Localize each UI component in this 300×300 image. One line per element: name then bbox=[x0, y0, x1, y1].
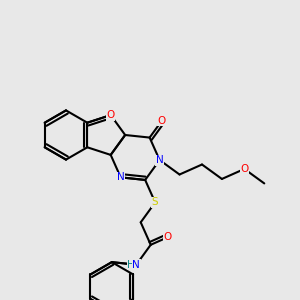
Text: O: O bbox=[240, 164, 248, 174]
Text: O: O bbox=[106, 110, 115, 120]
Text: N: N bbox=[132, 260, 140, 270]
Text: S: S bbox=[152, 197, 158, 207]
Text: N: N bbox=[156, 155, 164, 165]
Text: O: O bbox=[164, 232, 172, 242]
Text: H: H bbox=[127, 260, 135, 270]
Text: O: O bbox=[158, 116, 166, 126]
Text: N: N bbox=[117, 172, 124, 182]
